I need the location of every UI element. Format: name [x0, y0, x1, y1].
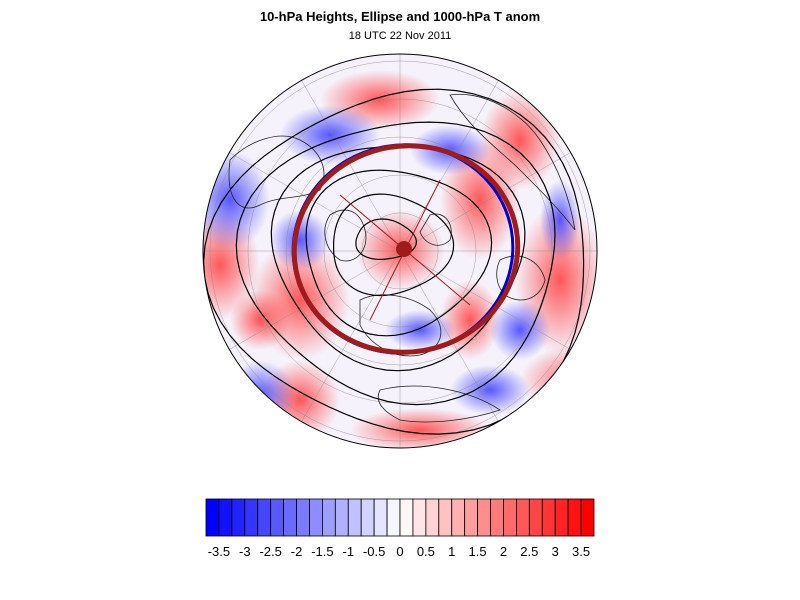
colorbar-box [477, 498, 491, 537]
colorbar-tick-label: -1.5 [311, 544, 333, 559]
colorbar-box [218, 498, 233, 537]
colorbar-tick-label: 3 [552, 544, 559, 559]
vortex-ellipse [291, 143, 521, 355]
colorbar-box [580, 498, 595, 537]
colorbar-box [412, 498, 427, 537]
colorbar-tick-label: 0.5 [417, 544, 435, 559]
colorbar-tick-label: -0.5 [363, 544, 385, 559]
colorbar-box [438, 498, 453, 537]
colorbar-box [296, 498, 310, 537]
colorbar-box [503, 498, 517, 537]
colorbar-box [347, 498, 362, 537]
colorbar-box [464, 498, 478, 537]
colorbar-box [334, 498, 349, 537]
colorbar-box [321, 498, 336, 537]
colorbar-tick-label: 1.5 [469, 544, 487, 559]
globe-outline [202, 53, 598, 449]
colorbar-box [516, 498, 530, 537]
colorbar-tick-label: 0 [396, 544, 403, 559]
colorbar-box [309, 498, 323, 537]
colorbar-box [231, 498, 246, 537]
colorbar-tick-label: -2 [291, 544, 303, 559]
colorbar-tick-label: 2 [500, 544, 507, 559]
colorbar-box [451, 498, 466, 537]
ellipse-center [396, 241, 412, 257]
coastlines [228, 93, 576, 423]
chart-title: 10-hPa Heights, Ellipse and 1000-hPa T a… [259, 9, 541, 24]
colorbar-box [399, 498, 414, 537]
colorbar-box [541, 498, 556, 537]
colorbar-box [373, 498, 388, 537]
colorbar-box [554, 498, 569, 537]
colorbar-box [567, 498, 582, 537]
colorbar-box [257, 498, 272, 537]
colorbar-box [270, 498, 284, 537]
colorbar-box [386, 498, 401, 537]
ellipse-outline [291, 143, 521, 355]
colorbar-box [244, 498, 259, 537]
colorbar-tick-label: -1 [342, 544, 354, 559]
colorbar-tick-label: 3.5 [572, 544, 590, 559]
colorbar-tick-label: -2.5 [259, 544, 281, 559]
colorbar-box [425, 498, 440, 537]
chart-subtitle: 18 UTC 22 Nov 2011 [348, 30, 452, 42]
colorbar-tick-label: 2.5 [520, 544, 538, 559]
colorbar-tick-label: -3.5 [208, 544, 230, 559]
colorbar-box [360, 498, 375, 537]
colorbar-tick-label: -3 [239, 544, 251, 559]
colorbar-box [205, 498, 220, 537]
colorbar-box [490, 498, 504, 537]
colorbar-box [283, 498, 297, 537]
graticule [203, 54, 597, 448]
colorbar-tick-label: 1 [448, 544, 455, 559]
colorbar-box [528, 498, 543, 537]
